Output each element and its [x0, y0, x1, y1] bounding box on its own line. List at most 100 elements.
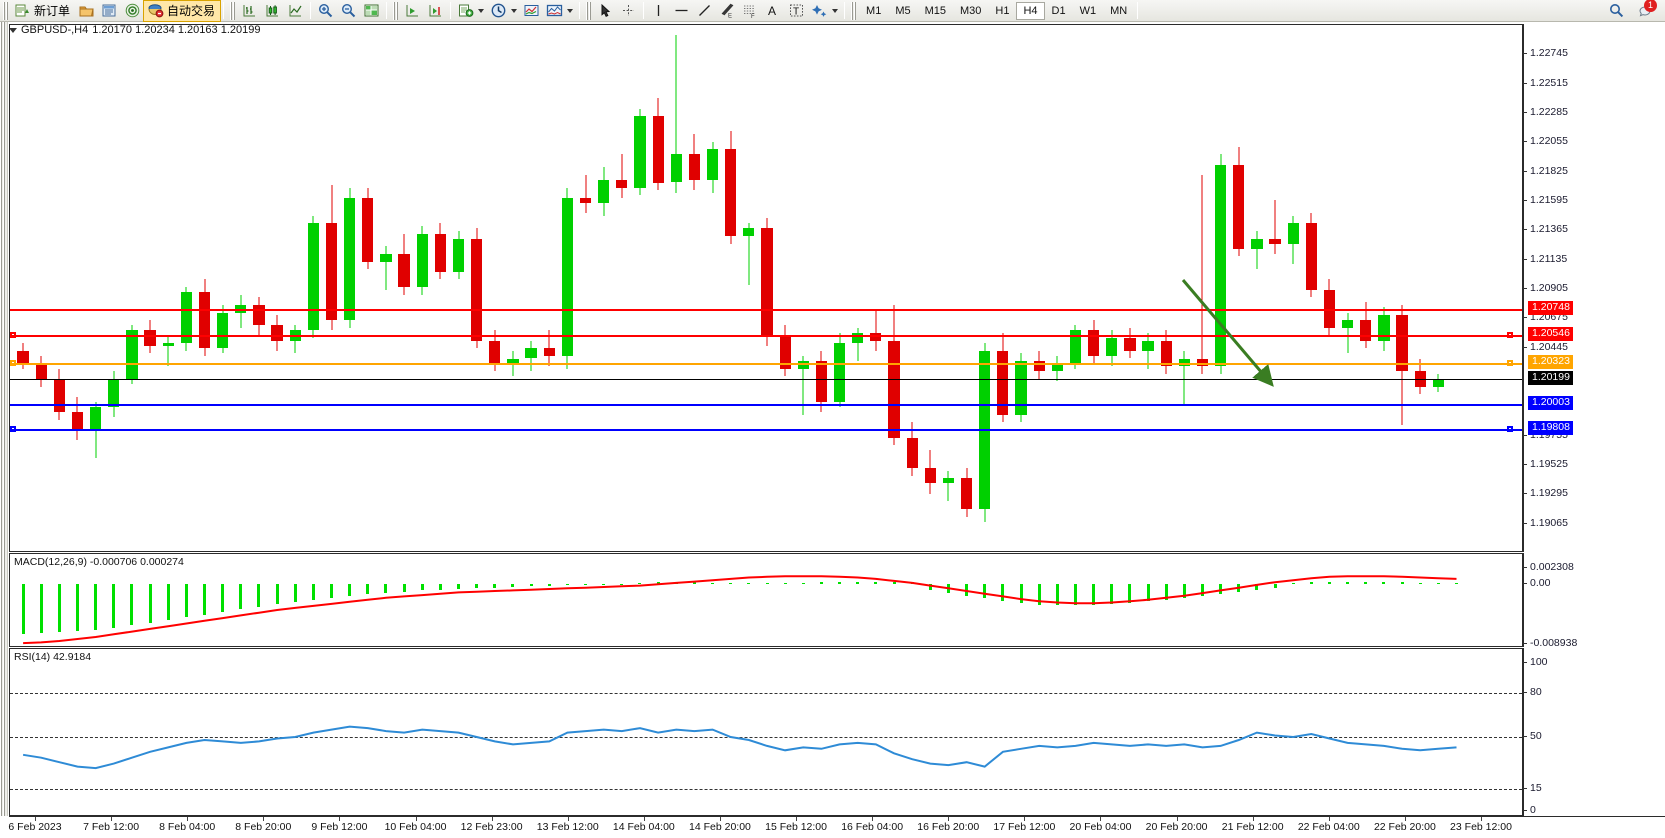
candle — [797, 25, 809, 551]
time-axis[interactable]: 6 Feb 2023 7 Feb 12:00 8 Feb 04:00 8 Feb 20… — [8, 816, 1665, 838]
toolbar-grip-4[interactable] — [585, 1, 593, 20]
toolbar-grip-2[interactable] — [229, 1, 237, 20]
template-add-button[interactable] — [454, 1, 487, 21]
folder-button[interactable] — [75, 1, 98, 21]
macd-pane[interactable]: MACD(12,26,9) -0.000706 0.000274 — [9, 553, 1523, 647]
candle-body — [598, 179, 610, 203]
toolbar-grip-5[interactable] — [850, 1, 858, 20]
vertical-line-button[interactable] — [647, 1, 670, 21]
shift-end-button[interactable] — [401, 1, 424, 21]
timeframe-button-h1[interactable]: H1 — [995, 4, 1010, 17]
candle — [235, 25, 247, 551]
macd-histogram-bar — [348, 583, 352, 596]
price-level-line-pivot-line[interactable] — [10, 363, 1522, 366]
price-tag-pivot-line[interactable]: 1.20323 — [1528, 355, 1573, 370]
alert-icon: 1 — [1637, 0, 1657, 19]
grid-button[interactable] — [360, 1, 383, 21]
time-axis-tick — [948, 817, 950, 821]
chart-menu-chevron-down-icon[interactable] — [9, 27, 17, 33]
new-order-button[interactable]: 新订单 — [11, 1, 75, 21]
zoom-out-button[interactable] — [337, 1, 360, 21]
toolbar-grip-1[interactable] — [2, 1, 9, 20]
timeframe-button-m15[interactable]: M15 — [924, 4, 946, 17]
rsi-pane[interactable]: RSI(14) 42.9184 — [9, 648, 1523, 816]
time-axis-label: 14 Feb 04:00 — [612, 821, 675, 833]
chart-window-button[interactable] — [543, 1, 576, 21]
candle — [688, 25, 701, 551]
template-caret-icon[interactable] — [478, 8, 485, 13]
objects-button[interactable] — [808, 1, 841, 21]
price-tag-current-price[interactable]: 1.20199 — [1528, 371, 1573, 386]
candle-body — [180, 292, 192, 344]
price-tag-resistance-lower[interactable]: 1.20546 — [1528, 326, 1573, 341]
timeframe-button-w1[interactable]: W1 — [1079, 4, 1097, 17]
bar-chart-button[interactable] — [238, 1, 261, 21]
price-axis-tick: 1.22055 — [1523, 135, 1568, 147]
candle — [634, 25, 646, 551]
fibonacci-button[interactable]: F — [739, 1, 762, 21]
macd-histogram-bar — [928, 583, 932, 591]
candle — [1015, 25, 1027, 551]
macd-axis[interactable]: 0.002308 0.00 -0.008938 — [1523, 553, 1663, 649]
time-axis-label: 20 Feb 20:00 — [1145, 821, 1208, 833]
toolbar-separator-5 — [579, 2, 581, 19]
price-level-line-current-price[interactable] — [10, 379, 1522, 381]
shift-start-icon — [427, 2, 444, 19]
text-box-button[interactable]: T — [785, 1, 808, 21]
toolbar-grip-3[interactable] — [392, 1, 400, 20]
period-caret-icon[interactable] — [511, 8, 518, 13]
price-level-line-support-upper[interactable] — [10, 404, 1522, 407]
data-window-button[interactable] — [98, 1, 121, 21]
timeframe-button-mn[interactable]: MN — [1110, 4, 1128, 17]
rsi-title: RSI(14) 42.9184 — [14, 651, 92, 663]
search-button[interactable] — [1605, 1, 1628, 21]
crosshair-button[interactable] — [617, 1, 640, 21]
price-axis[interactable]: 1.22745 1.22515 1.22285 1.22055 1.21825 1.215… — [1523, 24, 1663, 552]
time-axis-tick — [1176, 817, 1178, 821]
equidistant-channel-button[interactable]: E — [716, 1, 739, 21]
text-label-button[interactable]: A — [762, 1, 785, 21]
chart-workspace[interactable]: GBPUSD-,H4 1.20170 1.20234 1.20163 1.201… — [0, 22, 1665, 838]
candle-body — [942, 478, 955, 484]
auto-trading-button[interactable]: 自动交易 — [143, 0, 222, 22]
timeframe-button-m30[interactable]: M30 — [960, 4, 982, 17]
objects-caret-icon[interactable] — [832, 8, 839, 13]
alert-button[interactable]: 1 — [1634, 0, 1657, 21]
candlestick-chart-button[interactable] — [261, 1, 284, 21]
macd-histogram-bar — [692, 582, 696, 584]
macd-histogram-bar — [57, 583, 61, 633]
macd-title: MACD(12,26,9) -0.000706 0.000274 — [14, 556, 184, 568]
rsi-axis[interactable]: 100 80 50 15 0 — [1523, 648, 1663, 816]
shift-start-button[interactable] — [424, 1, 447, 21]
candle-body — [1233, 164, 1245, 249]
price-tag-support-upper[interactable]: 1.20003 — [1528, 396, 1573, 411]
candle-body — [725, 149, 737, 237]
price-pane[interactable] — [9, 24, 1523, 552]
chart-window-caret-icon[interactable] — [567, 8, 574, 13]
period-button[interactable] — [487, 1, 520, 21]
macd-histogram-bar — [1255, 583, 1259, 590]
candle — [180, 25, 192, 551]
price-tag-resistance-upper[interactable]: 1.20748 — [1528, 301, 1573, 316]
candle-body — [1106, 338, 1118, 356]
cursor-button[interactable] — [594, 1, 617, 21]
timeframe-button-m1[interactable]: M1 — [866, 4, 882, 17]
timeframe-button-m5[interactable]: M5 — [895, 4, 911, 17]
timeframe-button-h4[interactable]: H4 — [1016, 1, 1045, 20]
zoom-in-button[interactable] — [314, 1, 337, 21]
macd-histogram-bar — [1436, 582, 1440, 584]
line-chart-button[interactable] — [284, 1, 307, 21]
price-level-line-support-lower[interactable] — [10, 428, 1522, 431]
horizontal-line-button[interactable] — [670, 1, 693, 21]
timeframe-button-d1[interactable]: D1 — [1051, 4, 1066, 17]
price-level-line-resistance-upper[interactable] — [10, 309, 1522, 312]
macd-histogram-bar — [1055, 583, 1059, 606]
price-tag-support-lower[interactable]: 1.19808 — [1528, 420, 1573, 435]
price-level-line-resistance-lower[interactable] — [10, 334, 1522, 337]
broadcast-button[interactable] — [121, 1, 144, 21]
chart-grip[interactable] — [0, 22, 8, 816]
trendline-button[interactable] — [693, 1, 716, 21]
macd-histogram-bar — [1364, 581, 1368, 584]
indicator-button[interactable] — [520, 1, 543, 21]
macd-histogram-bar — [438, 583, 442, 590]
